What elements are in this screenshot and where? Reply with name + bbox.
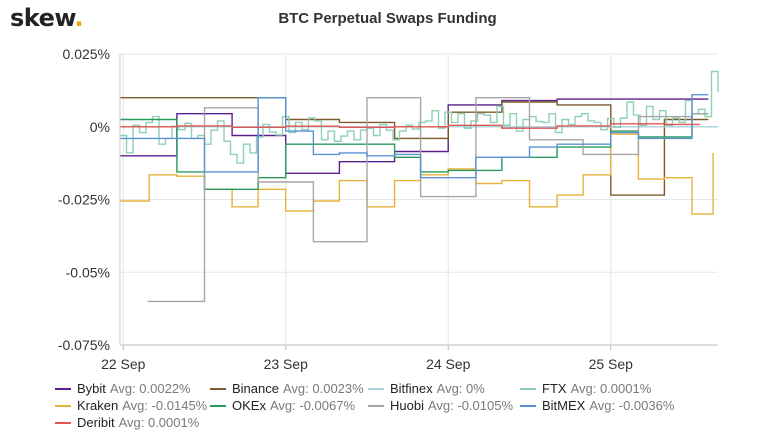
legend-item-huobi[interactable]: Huobi Avg: -0.0105%: [368, 397, 513, 414]
chart-legend: Bybit Avg: 0.0022% Binance Avg: 0.0023% Bitf…: [0, 380, 775, 430]
legend-series-average: Avg: 0.0001%: [570, 381, 652, 396]
x-tick-label: 25 Sep: [589, 356, 634, 372]
legend-swatch: [368, 404, 384, 407]
axis-layer: 0.025% 0% -0.025% -0.05% -0.075% 22 Sep 23 Sep…: [58, 46, 718, 372]
legend-swatch: [520, 404, 536, 407]
legend-item-deribit[interactable]: Deribit Avg: 0.0001%: [55, 414, 199, 431]
funding-chart: 0.025% 0% -0.025% -0.05% -0.075% 22 Sep 23 Sep…: [58, 46, 719, 372]
series-layer: [120, 70, 719, 303]
y-tick-label: -0.075%: [58, 337, 110, 353]
legend-item-binance[interactable]: Binance Avg: 0.0023%: [210, 380, 364, 397]
legend-series-name: Bybit: [77, 381, 106, 396]
legend-series-average: Avg: -0.0145%: [122, 398, 208, 413]
legend-series-name: OKEx: [232, 398, 266, 413]
y-tick-label: 0.025%: [63, 46, 110, 62]
legend-item-bybit[interactable]: Bybit Avg: 0.0022%: [55, 380, 191, 397]
chart-title: BTC Perpetual Swaps Funding: [278, 10, 497, 27]
legend-series-average: Avg: 0%: [436, 381, 485, 396]
legend-series-average: Avg: 0.0022%: [109, 381, 191, 396]
legend-series-average: Avg: -0.0067%: [269, 398, 356, 413]
legend-series-average: Avg: -0.0036%: [589, 398, 675, 413]
legend-series-name: Binance: [232, 381, 279, 396]
y-tick-label: -0.05%: [66, 264, 110, 280]
series-line-kraken: [120, 133, 714, 215]
legend-series-name: BitMEX: [542, 398, 586, 413]
legend-swatch: [520, 387, 536, 390]
x-tick-label: 23 Sep: [264, 356, 309, 372]
legend-series-name: FTX: [542, 381, 567, 396]
legend-item-okex[interactable]: OKEx Avg: -0.0067%: [210, 397, 355, 414]
series-line-bybit: [120, 98, 709, 174]
series-line-deribit: [120, 123, 701, 129]
legend-swatch: [55, 387, 71, 390]
x-tick-label: 22 Sep: [101, 356, 146, 372]
y-tick-label: -0.025%: [58, 192, 110, 208]
legend-series-average: Avg: 0.0001%: [118, 415, 200, 430]
legend-series-average: Avg: 0.0023%: [282, 381, 364, 396]
legend-series-name: Deribit: [77, 415, 115, 430]
legend-series-name: Kraken: [77, 398, 119, 413]
x-tick-label: 24 Sep: [426, 356, 471, 372]
legend-item-ftx[interactable]: FTX Avg: 0.0001%: [520, 380, 651, 397]
series-line-ftx: [120, 70, 719, 164]
legend-swatch: [210, 404, 226, 407]
series-line-bitmex: [120, 94, 709, 179]
legend-swatch: [368, 387, 384, 390]
legend-series-name: Bitfinex: [390, 381, 433, 396]
legend-item-kraken[interactable]: Kraken Avg: -0.0145%: [55, 397, 207, 414]
legend-swatch: [55, 404, 71, 407]
y-tick-label: 0%: [90, 119, 110, 135]
legend-series-average: Avg: -0.0105%: [427, 398, 514, 413]
skew-logo: skew.: [10, 4, 84, 32]
legend-item-bitmex[interactable]: BitMEX Avg: -0.0036%: [520, 397, 674, 414]
legend-item-bitfinex[interactable]: Bitfinex Avg: 0%: [368, 380, 485, 397]
legend-swatch: [55, 421, 71, 424]
legend-series-name: Huobi: [390, 398, 424, 413]
legend-swatch: [210, 387, 226, 390]
